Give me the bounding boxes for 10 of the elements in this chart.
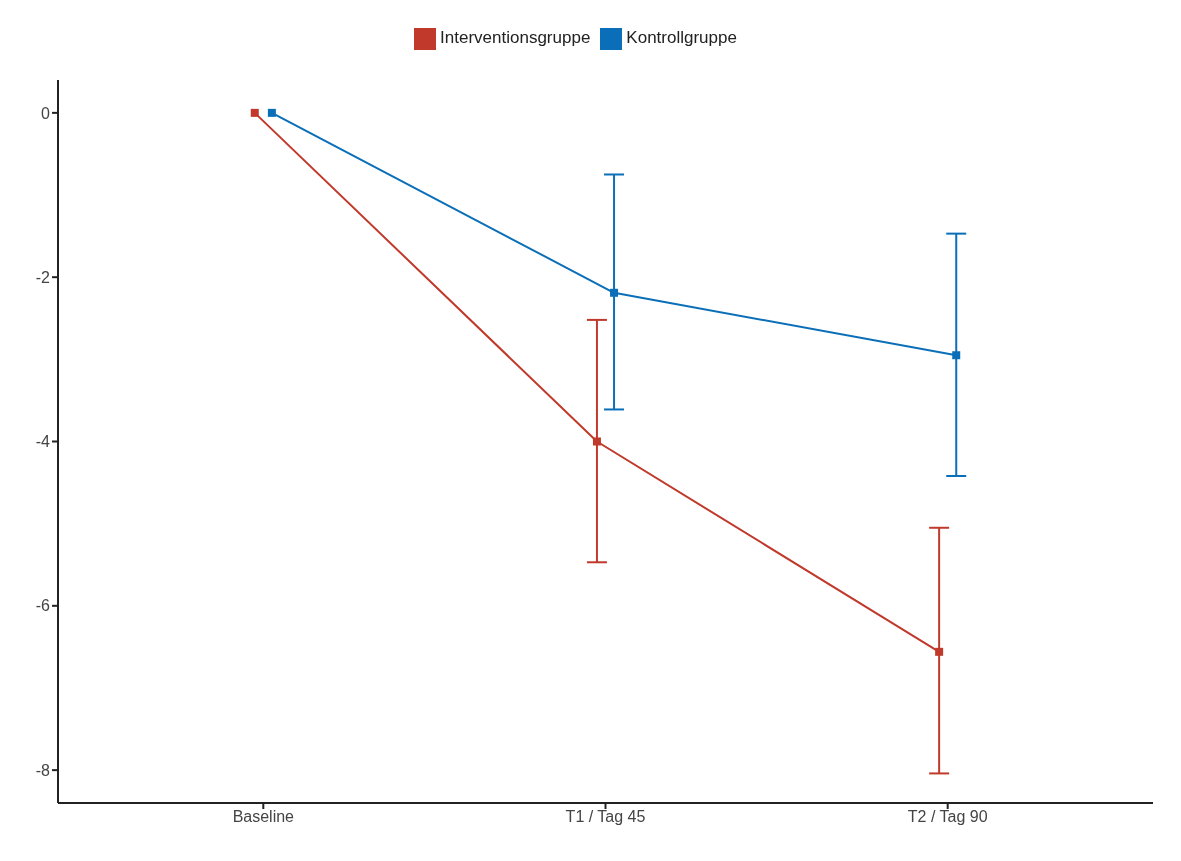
legend-label: Interventionsgruppe [440,28,591,48]
x-tick-label: T2 / Tag 90 [907,808,988,826]
x-tick-label: T1 / Tag 45 [565,808,646,826]
legend-label: Kontrollgruppe [626,28,737,48]
y-tick-label: -8 [35,761,51,779]
y-tick-label: -4 [35,433,51,451]
y-tick-label: -6 [35,597,51,615]
y-tick-label: -2 [35,268,51,286]
y-tick-label: 0 [41,104,51,122]
x-tick-label: Baseline [232,808,295,826]
